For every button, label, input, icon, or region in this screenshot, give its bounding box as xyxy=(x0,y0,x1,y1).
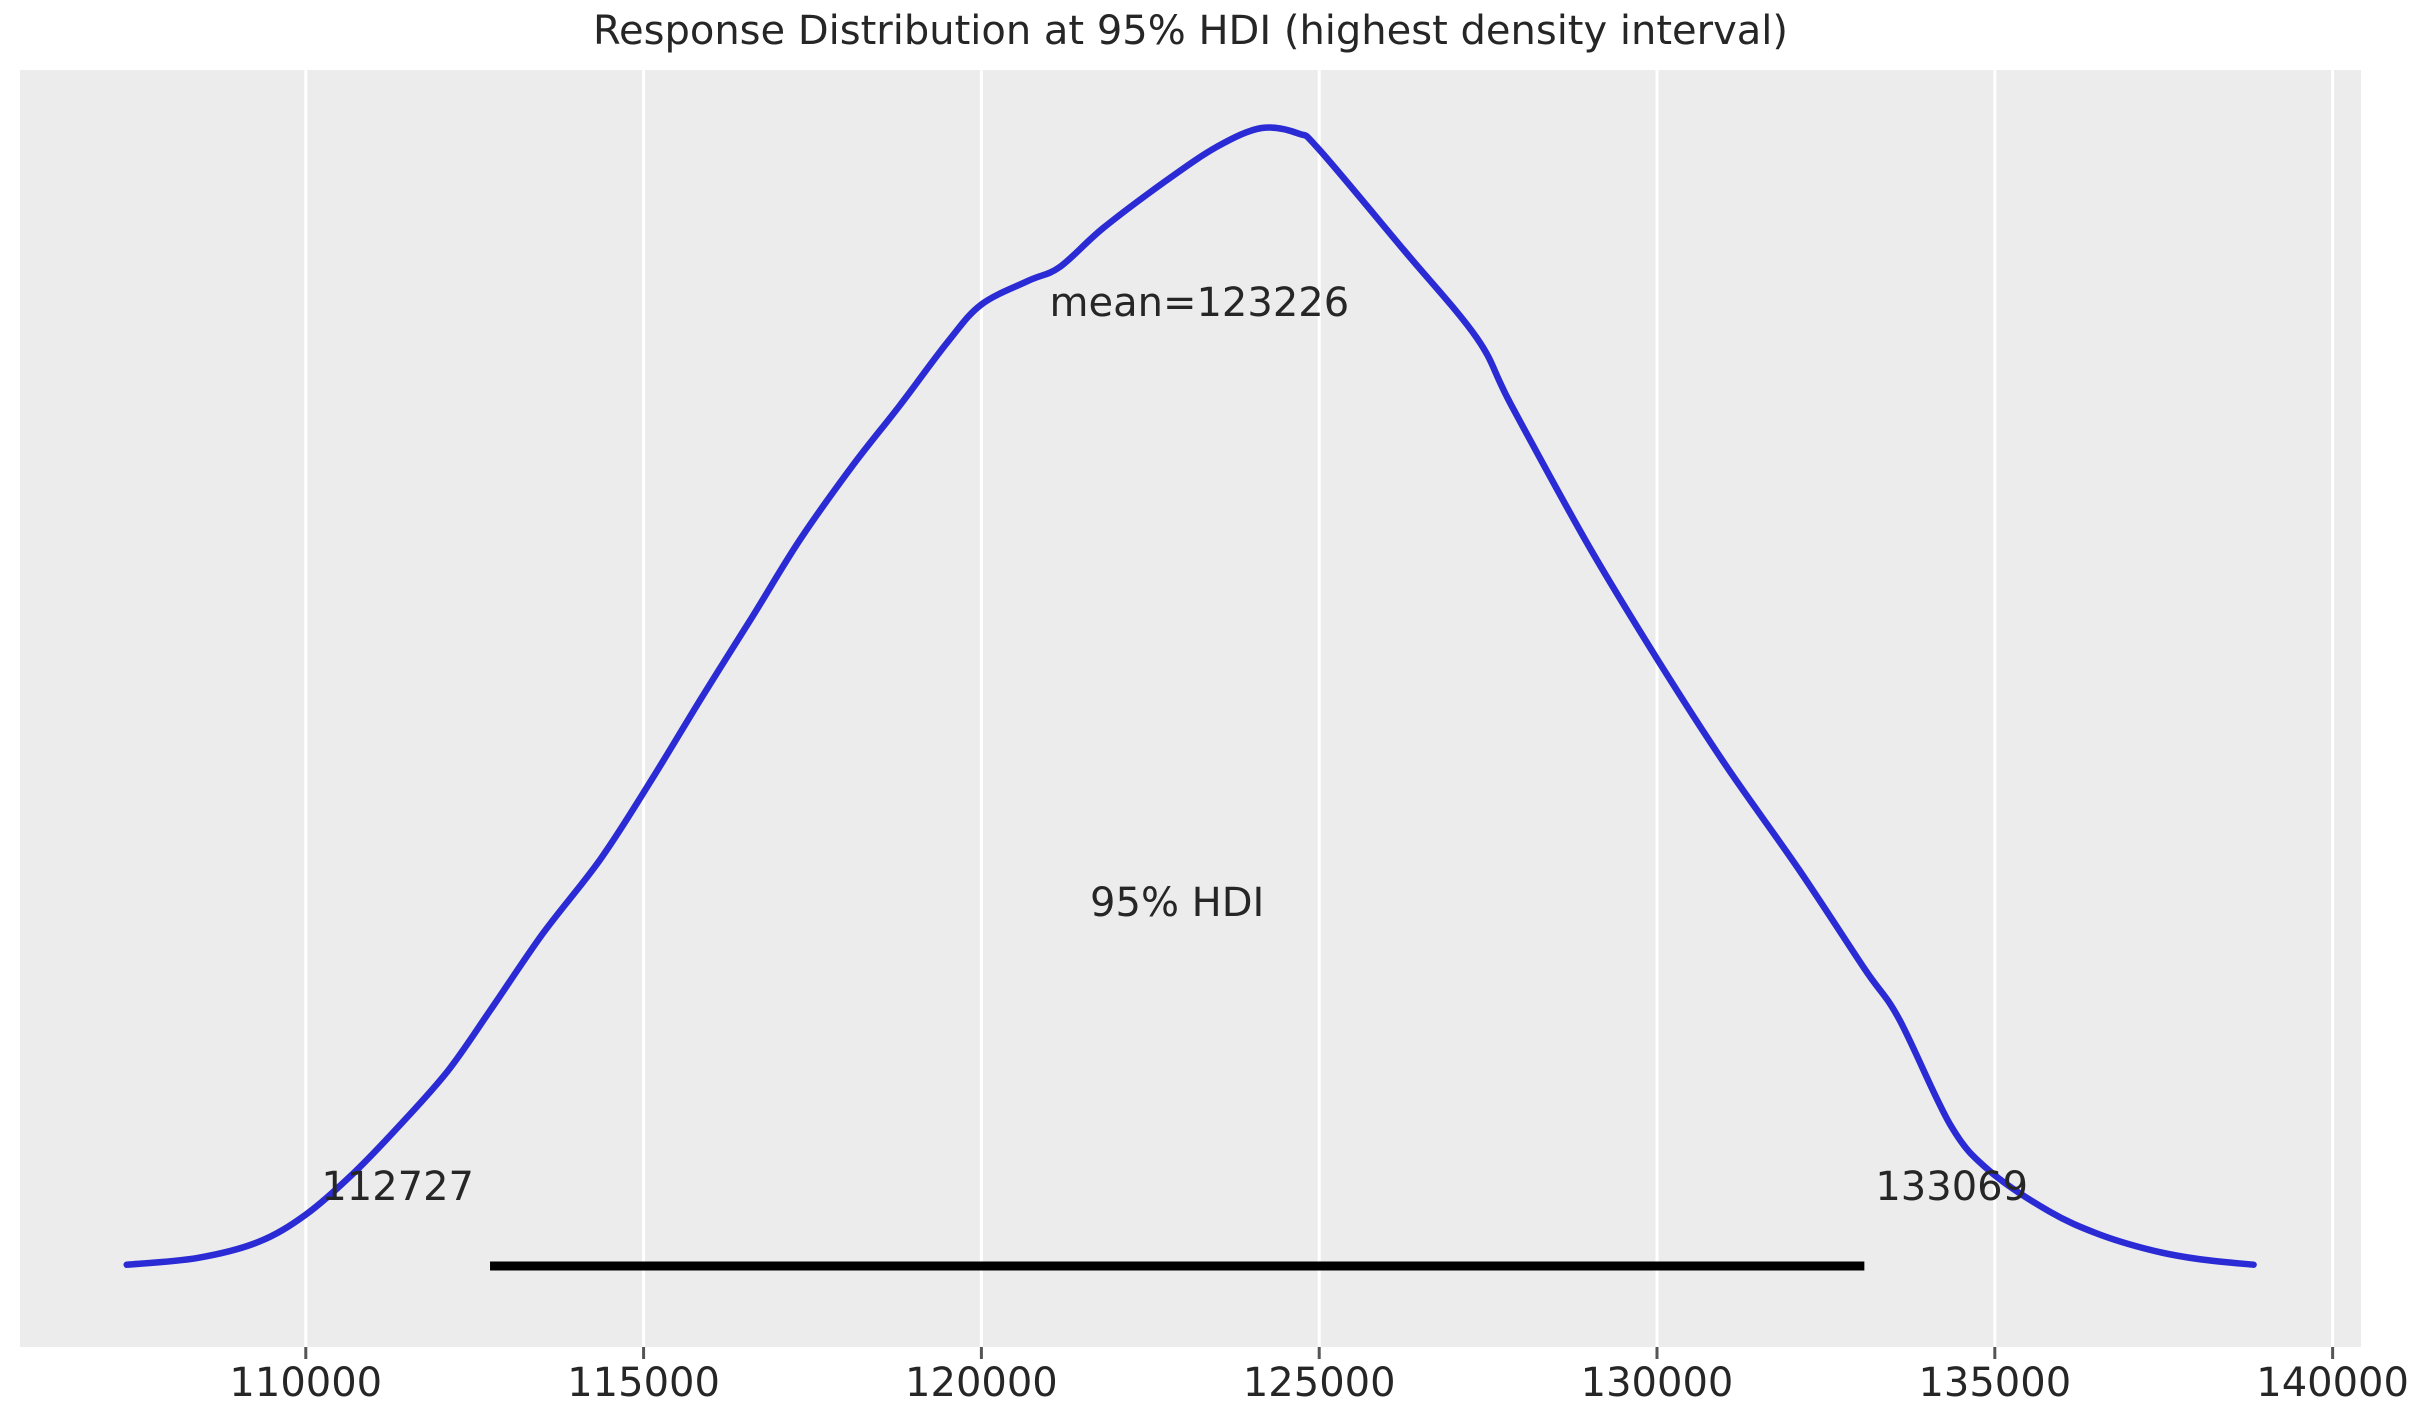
plot-area xyxy=(20,70,2361,1347)
x-tick-label: 125000 xyxy=(1242,1360,1396,1406)
x-tick-label: 130000 xyxy=(1580,1360,1734,1406)
mean-annotation: mean=123226 xyxy=(1049,280,1350,326)
gridline-group xyxy=(304,70,2335,1347)
hdi-upper-bound-label: 133069 xyxy=(1875,1164,2029,1210)
x-tick-label: 140000 xyxy=(2256,1360,2409,1406)
hdi-label: 95% HDI xyxy=(1090,880,1265,926)
x-tick-label: 115000 xyxy=(567,1360,720,1406)
x-tick-label: 135000 xyxy=(1918,1360,2072,1406)
hdi-lower-bound-label: 112727 xyxy=(321,1164,475,1210)
x-axis-tick-marks xyxy=(304,1347,2335,1359)
density-curve xyxy=(123,124,2257,1268)
x-tick-label: 110000 xyxy=(229,1360,383,1406)
x-tick-label: 120000 xyxy=(905,1360,1058,1406)
chart-title: Response Distribution at 95% HDI (highes… xyxy=(593,8,1788,54)
